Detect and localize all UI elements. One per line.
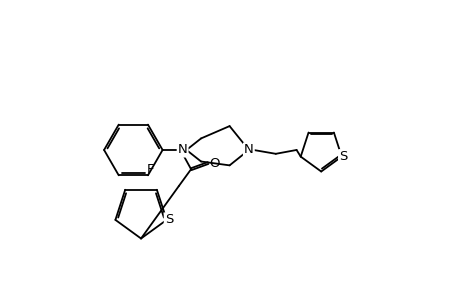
Text: N: N [243,143,253,157]
Text: S: S [338,150,347,163]
Text: N: N [177,143,187,157]
Text: S: S [164,213,173,226]
Text: O: O [208,157,219,169]
Text: F: F [146,163,154,176]
